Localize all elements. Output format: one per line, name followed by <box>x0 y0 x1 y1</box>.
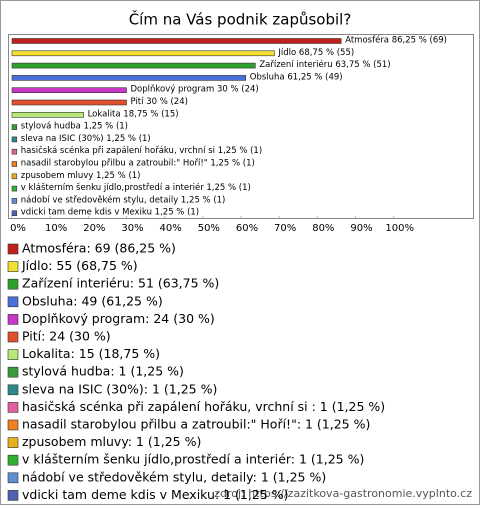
bar <box>11 198 18 204</box>
legend-swatch <box>7 472 19 484</box>
bar <box>11 75 247 81</box>
x-tick-label: 10% <box>45 223 67 234</box>
data-label: Jídlo 68,75 % (55) <box>277 48 354 58</box>
bar <box>11 112 84 118</box>
data-label: hasičská scénka při zapálení hořáku, vrc… <box>21 145 262 156</box>
data-label: Atmosféra 86,25 % (69) <box>345 35 447 46</box>
x-tick-label: 0% <box>10 223 26 234</box>
data-label: vdicki tam deme kdis v Mexiku 1,25 % (1) <box>21 208 199 218</box>
legend-label: vdicki tam deme kdis v Mexiku: 1 (1,25 %… <box>22 487 289 502</box>
chart-title: Čím na Vás podnik zapůsobil? <box>129 10 352 29</box>
data-label: zpusobem mluvy 1,25 % (1) <box>21 171 141 181</box>
legend-label: Jídlo: 55 (68,75 %) <box>21 258 138 273</box>
legend-label: zpusobem mluvy: 1 (1,25 %) <box>22 434 201 449</box>
x-tick-label: 30% <box>121 223 143 234</box>
legend-swatch <box>7 261 19 272</box>
bar <box>11 87 127 93</box>
bar <box>11 148 18 155</box>
bar <box>11 161 18 167</box>
legend-swatch <box>7 331 19 343</box>
legend-label: Obsluha: 49 (61,25 %) <box>22 293 163 308</box>
bar <box>11 99 127 106</box>
source: zdroj: https://zazitkova-gastronomie.vyp… <box>214 487 472 500</box>
x-tick-label: 50% <box>198 223 220 234</box>
legend-swatch <box>7 296 19 308</box>
x-tick-label: 60% <box>236 223 258 234</box>
legend-label: nasadil starobylou přilbu a zatroubil:" … <box>22 417 370 432</box>
data-label: Doplňkový program 30 % (24) <box>131 84 259 95</box>
data-label: v klášterním šenku jídlo,prostředí a int… <box>21 182 251 193</box>
legend-swatch <box>7 454 19 466</box>
legend-swatch <box>7 490 19 501</box>
legend-swatch <box>7 437 19 448</box>
data-label: sleva na ISIC (30%) 1,25 % (1) <box>21 134 151 144</box>
plot-frame <box>8 34 474 219</box>
legend-swatch <box>7 366 19 378</box>
x-tick-label: 100% <box>385 223 414 234</box>
data-label: Pití 30 % (24) <box>131 97 188 107</box>
data-label: Obsluha 61,25 % (49) <box>250 72 343 82</box>
legend-swatch <box>7 314 19 325</box>
legend-label: nádobí ve středověkém stylu, detaily: 1 … <box>22 469 326 484</box>
legend-swatch <box>7 384 19 396</box>
bar <box>11 173 18 180</box>
bar <box>11 210 18 216</box>
bar <box>11 38 342 44</box>
legend-swatch <box>7 419 19 431</box>
legend-label: Lokalita: 15 (18,75 %) <box>22 346 160 361</box>
x-tick-label: 20% <box>83 223 105 234</box>
legend-label: Atmosféra: 69 (86,25 %) <box>22 241 176 256</box>
x-tick-label: 90% <box>350 223 372 234</box>
legend-label: hasičská scénka při zapálení hořáku, vrc… <box>22 399 385 414</box>
legend-swatch <box>7 243 19 255</box>
bar <box>11 124 18 130</box>
data-label: Zařízení interiéru 63,75 % (51) <box>259 59 390 70</box>
data-label: stylová hudba 1,25 % (1) <box>21 122 128 132</box>
legend-swatch <box>7 402 19 413</box>
legend-label: v klášterním šenku jídlo,prostředí a int… <box>22 452 364 467</box>
x-tick-label: 80% <box>312 223 334 234</box>
data-label: nádobí ve středověkém stylu, detaily 1,2… <box>21 194 226 205</box>
bar <box>11 50 275 57</box>
legend-label: Pití: 24 (30 %) <box>22 329 111 344</box>
legend-swatch <box>7 278 19 290</box>
data-label: nasadil starobylou přilbu a zatroubil:" … <box>21 159 255 169</box>
x-tick-label: 70% <box>274 223 296 234</box>
bar <box>11 185 18 192</box>
bar <box>11 62 256 69</box>
bar <box>11 136 18 143</box>
x-tick-label: 40% <box>160 223 182 234</box>
legend-label: Doplňkový program: 24 (30 %) <box>22 311 215 326</box>
data-label: Lokalita 18,75 % (15) <box>88 109 179 119</box>
legend-label: Zařízení interiéru: 51 (63,75 %) <box>22 276 219 291</box>
legend-label: sleva na ISIC (30%): 1 (1,25 %) <box>22 381 217 396</box>
legend-swatch <box>7 349 19 360</box>
legend-label: stylová hudba: 1 (1,25 %) <box>22 364 184 379</box>
